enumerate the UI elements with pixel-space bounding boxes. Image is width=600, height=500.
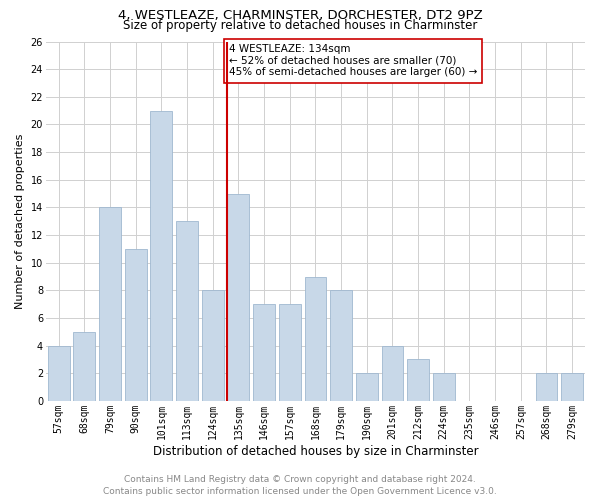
Bar (151, 110, 172, 401)
Bar (407, 360, 429, 401)
Bar (279, 304, 301, 401)
Bar (73, 332, 95, 401)
Bar (433, 374, 455, 401)
Text: 4, WESTLEAZE, CHARMINSTER, DORCHESTER, DT2 9PZ: 4, WESTLEAZE, CHARMINSTER, DORCHESTER, D… (118, 9, 482, 22)
Y-axis label: Number of detached properties: Number of detached properties (15, 134, 25, 309)
Bar (125, 249, 146, 401)
Text: Contains HM Land Registry data © Crown copyright and database right 2024.
Contai: Contains HM Land Registry data © Crown c… (103, 474, 497, 496)
Bar (330, 290, 352, 401)
Bar (356, 374, 377, 401)
Bar (561, 374, 583, 401)
Bar (227, 194, 250, 401)
Bar (99, 208, 121, 401)
X-axis label: Distribution of detached houses by size in Charminster: Distribution of detached houses by size … (152, 444, 478, 458)
Bar (202, 290, 224, 401)
Bar (176, 221, 198, 401)
Bar (536, 374, 557, 401)
Text: 4 WESTLEAZE: 134sqm
← 52% of detached houses are smaller (70)
45% of semi-detach: 4 WESTLEAZE: 134sqm ← 52% of detached ho… (229, 44, 477, 78)
Bar (48, 346, 70, 401)
Bar (382, 346, 403, 401)
Bar (253, 304, 275, 401)
Bar (305, 276, 326, 401)
Text: Size of property relative to detached houses in Charminster: Size of property relative to detached ho… (123, 19, 477, 32)
